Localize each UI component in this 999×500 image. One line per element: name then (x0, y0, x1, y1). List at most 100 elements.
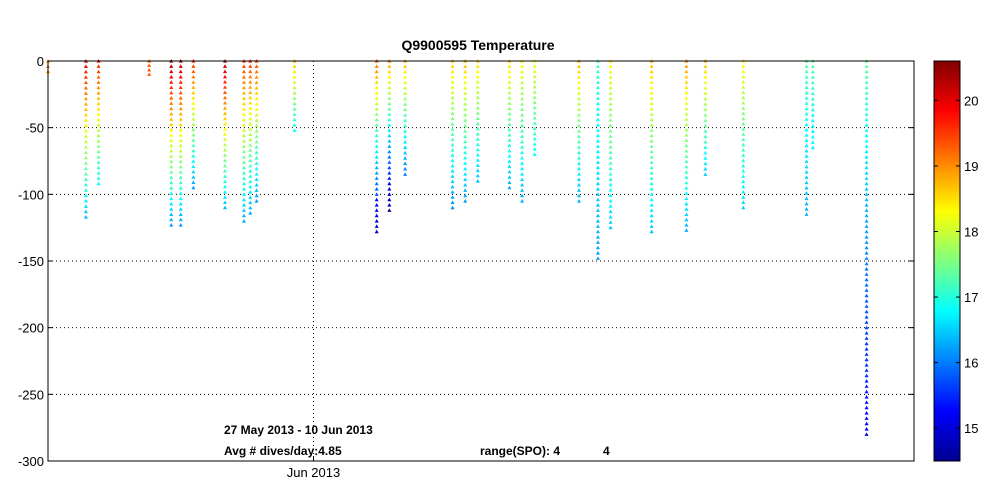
data-point (169, 164, 174, 169)
data-point (741, 132, 746, 136)
data-point (169, 85, 174, 90)
data-point (403, 129, 408, 133)
dive-profile (387, 59, 392, 212)
data-point (576, 145, 581, 149)
data-point (804, 133, 809, 137)
data-point (684, 138, 689, 142)
colorbar-axis: 15 16 17 18 19 20 (934, 93, 978, 436)
data-point (864, 432, 869, 436)
data-point (804, 148, 809, 153)
data-point (292, 123, 297, 127)
data-point (864, 149, 869, 154)
data-point (684, 74, 689, 79)
data-point (507, 85, 512, 89)
data-point (169, 159, 174, 164)
data-point (864, 208, 869, 212)
data-point (507, 74, 512, 79)
data-point (595, 229, 600, 234)
data-point (403, 64, 408, 68)
data-point (475, 132, 480, 136)
data-point (463, 69, 468, 74)
data-point (169, 96, 174, 100)
data-point (248, 195, 253, 199)
data-point (804, 180, 809, 185)
data-point (520, 75, 525, 79)
data-point (96, 165, 101, 170)
data-point (507, 132, 512, 137)
data-point (475, 74, 480, 79)
dive-profile (169, 59, 174, 227)
data-point (576, 155, 581, 160)
data-point (810, 134, 815, 139)
data-point (178, 159, 183, 164)
data-point (703, 102, 708, 106)
data-point (475, 147, 480, 152)
y-tick-label: -100 (18, 187, 44, 202)
data-point (96, 80, 101, 84)
data-point (191, 154, 196, 158)
data-point (387, 181, 392, 186)
data-point (169, 148, 174, 153)
data-point (608, 155, 613, 160)
data-point (520, 161, 525, 165)
data-point (463, 129, 468, 133)
data-point (649, 165, 654, 170)
data-point (520, 145, 525, 149)
data-point (595, 80, 600, 84)
data-point (178, 217, 183, 222)
data-point (475, 126, 480, 131)
data-point (96, 64, 101, 68)
data-point (387, 128, 392, 132)
data-point (595, 123, 600, 127)
data-point (649, 85, 654, 90)
data-point (241, 128, 246, 132)
data-point (804, 85, 809, 90)
data-point (178, 127, 183, 132)
data-point (475, 121, 480, 126)
data-point (387, 176, 392, 180)
data-point (804, 191, 809, 195)
data-point (608, 134, 613, 138)
data-point (374, 155, 379, 159)
data-point (649, 139, 654, 143)
dive-profile (520, 59, 525, 203)
data-point (684, 191, 689, 195)
data-point (254, 199, 259, 203)
data-point (254, 123, 259, 128)
data-point (169, 111, 174, 116)
data-point (83, 96, 88, 101)
data-point (810, 102, 815, 106)
data-point (387, 187, 392, 191)
data-point (595, 144, 600, 148)
data-point (463, 188, 468, 192)
data-point (608, 118, 613, 122)
data-point (864, 245, 869, 250)
data-point (684, 186, 689, 190)
data-point (649, 107, 654, 111)
data-point (387, 101, 392, 106)
data-point (169, 223, 174, 227)
data-point (804, 111, 809, 116)
data-point (649, 197, 654, 202)
data-point (241, 85, 246, 90)
data-point (254, 118, 259, 122)
data-point (804, 80, 809, 84)
data-point (595, 112, 600, 116)
data-point (684, 143, 689, 148)
data-point (864, 315, 869, 319)
data-point (83, 91, 88, 95)
data-point (96, 96, 101, 100)
data-point (222, 64, 227, 68)
data-point (595, 187, 600, 191)
data-point (684, 90, 689, 95)
data-point (178, 96, 183, 100)
data-point (387, 208, 392, 212)
data-point (169, 101, 174, 105)
data-point (403, 123, 408, 128)
data-point (450, 195, 455, 199)
colorbar (933, 60, 961, 462)
data-point (741, 158, 746, 163)
data-point (374, 208, 379, 212)
data-point (450, 184, 455, 189)
data-point (507, 111, 512, 116)
